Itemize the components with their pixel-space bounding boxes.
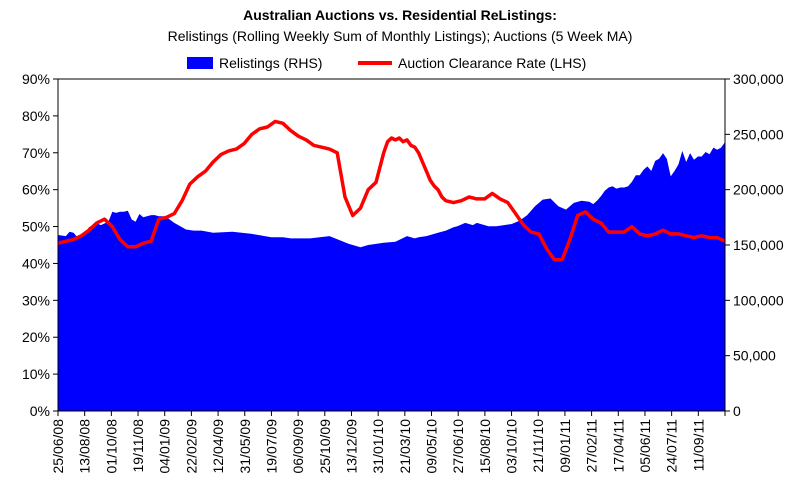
plot-area [57,119,726,411]
x-axis-tick-label: 27/06/10 [450,419,466,474]
x-axis-tick-label: 05/06/11 [637,419,653,473]
x-axis-tick-label: 09/01/11 [557,419,573,473]
left-axis-tick-label: 30% [22,292,50,308]
legend-swatch-relistings [187,57,213,69]
x-axis-tick-label: 01/10/08 [103,419,119,474]
x-axis-tick-label: 04/01/09 [157,419,173,474]
legend-label-clearance-rate: Auction Clearance Rate (LHS) [398,55,586,71]
right-axis-tick-label: 50,000 [733,348,776,364]
x-axis-tick-label: 12/04/09 [210,419,226,474]
x-axis-tick-label: 19/07/09 [263,419,279,474]
x-axis-tick-label: 31/05/09 [237,419,253,474]
x-axis-tick-label: 22/02/09 [183,419,199,474]
chart-subtitle: Relistings (Rolling Weekly Sum of Monthl… [168,28,633,44]
clearance-rate-line-series [57,119,726,262]
relistings-area-series [58,142,725,411]
axes: 0% 10% 20% 30% 40% 50% 60% 70% 80% 90% 0 50,000 100,… [22,71,784,474]
left-axis-tick-label: 80% [22,108,50,124]
right-axis-tick-label: 100,000 [733,292,784,308]
left-axis-tick-label: 20% [22,329,50,345]
x-axis-tick-label: 13/12/09 [343,419,359,474]
left-axis-tick-label: 10% [22,366,50,382]
x-axis-tick-label: 11/09/11 [690,419,706,472]
legend: Relistings (RHS) Auction Clearance Rate … [187,55,586,71]
x-axis-tick-label: 21/11/10 [530,419,546,473]
right-axis-tick-label: 0 [733,403,741,419]
legend-label-relistings: Relistings (RHS) [219,55,322,71]
x-axis-tick-label: 17/04/11 [610,419,626,473]
left-axis-tick-label: 90% [22,71,50,87]
left-axis-tick-label: 40% [22,255,50,271]
right-axis-tick-label: 300,000 [733,71,784,87]
right-axis-tick-label: 150,000 [733,237,784,253]
right-axis-tick-label: 200,000 [733,182,784,198]
left-axis-tick-label: 60% [22,182,50,198]
x-axis-tick-label: 25/10/09 [317,419,333,474]
x-axis-tick-label: 27/02/11 [584,419,600,473]
left-axis-tick-label: 0% [30,403,50,419]
x-axis-tick-label: 09/05/10 [424,419,440,474]
right-axis-tick-label: 250,000 [733,126,784,142]
x-axis-tick-label: 03/10/10 [504,419,520,474]
x-axis-tick-label: 19/11/08 [130,419,146,473]
x-axis-tick-label: 15/08/10 [477,419,493,474]
x-axis-tick-label: 24/07/11 [664,419,680,473]
chart-title: Australian Auctions vs. Residential ReLi… [243,7,557,23]
x-axis-tick-label: 06/09/09 [290,419,306,474]
x-axis-tick-label: 21/03/10 [397,419,413,474]
left-axis-tick-label: 50% [22,219,50,235]
x-axis-tick-label: 31/01/10 [370,419,386,474]
left-axis-tick-label: 70% [22,145,50,161]
x-axis-tick-label: 25/06/08 [50,419,66,474]
x-axis-tick-label: 13/08/08 [77,419,93,474]
